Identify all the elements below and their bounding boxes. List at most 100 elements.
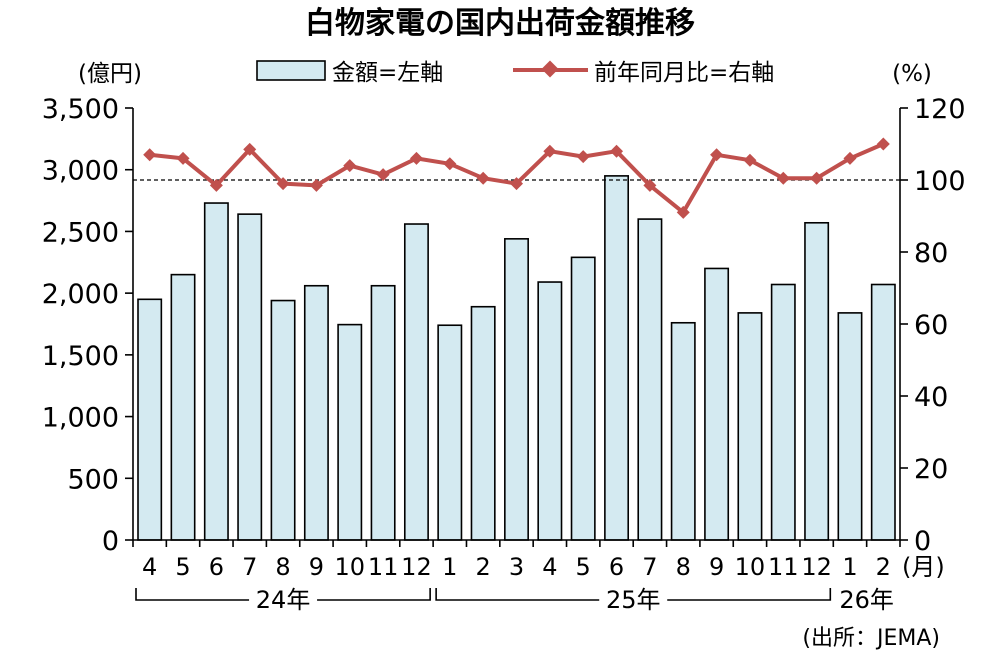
axes: [132, 108, 901, 547]
bar: [504, 238, 529, 541]
x-tick-label: 6: [609, 553, 624, 581]
legend: 金額=左軸 前年同月比=右軸: [256, 60, 774, 86]
x-tick-label: 10: [334, 553, 365, 581]
x-tick-label: 4: [142, 553, 157, 581]
line-point: [276, 177, 290, 191]
line-point: [810, 171, 824, 185]
line-point: [710, 148, 724, 162]
month-unit-label: (月): [902, 553, 945, 581]
x-tick-label: 4: [542, 553, 557, 581]
right-tick-label: 100: [914, 166, 966, 197]
bar: [370, 284, 396, 541]
year-bracket: [435, 588, 600, 601]
bar: [403, 223, 429, 541]
right-axis-ticks: 0 20 40 60 80 100 120: [900, 94, 966, 557]
x-tick-label: 5: [576, 553, 591, 581]
x-tick-label: 7: [242, 553, 257, 581]
year-bracket: [135, 588, 250, 601]
year-label: 25年: [606, 586, 661, 614]
bar: [137, 298, 163, 541]
line-point: [610, 144, 624, 158]
bar: [670, 321, 696, 541]
x-tick-label: 1: [442, 553, 457, 581]
line-point: [676, 205, 690, 219]
right-tick-label: 40: [914, 382, 948, 413]
bar: [704, 267, 730, 541]
bar: [203, 202, 229, 541]
year-label: 26年: [839, 586, 894, 614]
line-point: [776, 171, 790, 185]
line-point: [209, 178, 223, 192]
right-tick-label: 0: [914, 526, 931, 557]
x-axis-labels: 4 5 6 7 8 9 10 11 12 1 2 3 4 5 6 7 8 9 10 11 12 1 2 (月): [142, 553, 945, 581]
line-point: [409, 151, 423, 165]
x-tick-label: 8: [275, 553, 290, 581]
chart-title: 白物家電の国内出荷金額推移: [305, 6, 695, 41]
line-point: [576, 150, 590, 164]
x-tick-label: 11: [768, 553, 799, 581]
bar: [437, 324, 463, 541]
line-point: [443, 157, 457, 171]
right-tick-label: 60: [914, 310, 948, 341]
left-tick-label: 500: [67, 464, 119, 495]
year-groups: 24年 25年 26年: [135, 586, 894, 614]
line-point: [843, 151, 857, 165]
bar: [303, 284, 329, 541]
x-tick-label: 2: [876, 553, 891, 581]
left-axis-unit: (億円): [78, 61, 142, 87]
x-tick-label: 5: [175, 553, 190, 581]
right-tick-label: 120: [914, 94, 966, 125]
year-label: 24年: [256, 586, 311, 614]
bar: [804, 221, 830, 541]
bar: [737, 312, 763, 541]
line-point: [143, 148, 157, 162]
line-point: [343, 159, 357, 173]
x-tick-label: 9: [309, 553, 324, 581]
left-tick-label: 3,000: [42, 156, 119, 187]
x-tick-label: 11: [368, 553, 399, 581]
year-bracket: [317, 588, 431, 601]
left-tick-label: 1,000: [42, 403, 119, 434]
bar: [604, 175, 630, 541]
left-tick-label: 3,500: [42, 94, 119, 125]
bar: [637, 218, 663, 541]
legend-bar-swatch: [256, 60, 326, 81]
line-point: [543, 144, 557, 158]
source-note: (出所：JEMA): [802, 626, 940, 651]
line-point: [743, 153, 757, 167]
bar: [237, 213, 263, 541]
legend-line-label: 前年同月比=右軸: [594, 60, 774, 86]
x-tick-label: 8: [676, 553, 691, 581]
x-tick-label: 12: [801, 553, 832, 581]
line-point: [510, 177, 523, 191]
right-axis-unit: (%): [892, 61, 932, 87]
line-point: [476, 171, 490, 185]
bar: [337, 323, 363, 541]
bar: [570, 256, 596, 541]
left-axis-ticks: 0 500 1,000 1,500 2,000 2,500 3,000 3,500: [42, 94, 133, 557]
x-tick-label: 1: [842, 553, 857, 581]
legend-bar-label: 金額=左軸: [332, 60, 443, 86]
x-tick-label: 6: [209, 553, 224, 581]
line-series: [143, 137, 890, 219]
x-tick-label: 9: [709, 553, 724, 581]
right-tick-label: 80: [914, 238, 948, 269]
bar: [770, 283, 796, 541]
left-tick-label: 2,500: [42, 217, 119, 248]
legend-line-marker: [541, 60, 559, 78]
bar: [470, 305, 496, 541]
line-point: [243, 142, 257, 156]
bar: [870, 283, 896, 541]
left-tick-label: 2,000: [42, 279, 119, 310]
bar-series: [137, 175, 896, 541]
x-tick-label: 12: [401, 553, 432, 581]
x-tick-label: 7: [642, 553, 657, 581]
line-point: [643, 178, 657, 192]
line-point: [176, 151, 190, 165]
year-bracket: [667, 588, 832, 601]
x-tick-label: 2: [476, 553, 491, 581]
line-point: [876, 137, 890, 151]
line-point: [376, 168, 390, 182]
